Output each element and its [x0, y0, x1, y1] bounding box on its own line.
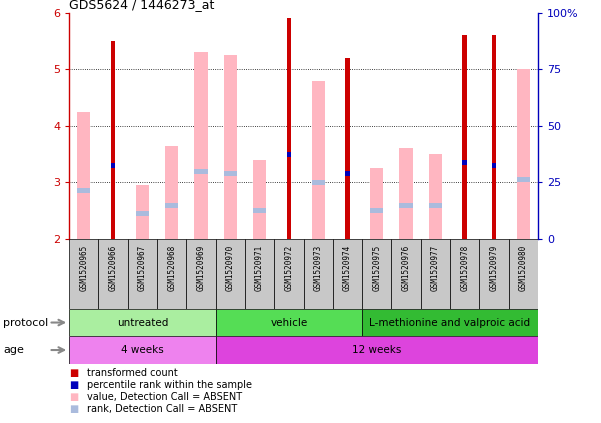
Bar — [311, 80, 325, 239]
Text: GDS5624 / 1446273_at: GDS5624 / 1446273_at — [69, 0, 215, 11]
Bar — [492, 163, 496, 168]
Text: protocol: protocol — [3, 318, 48, 327]
Text: GSM1520980: GSM1520980 — [519, 244, 528, 291]
Bar — [480, 239, 508, 309]
Bar — [391, 239, 421, 309]
Bar — [345, 171, 350, 176]
Bar — [517, 69, 530, 239]
Bar — [517, 177, 530, 182]
Text: GSM1520970: GSM1520970 — [226, 244, 235, 291]
Bar — [69, 239, 99, 309]
Bar — [216, 336, 538, 364]
Bar — [450, 239, 480, 309]
Bar — [77, 188, 90, 193]
Text: transformed count: transformed count — [87, 368, 178, 378]
Text: 4 weeks: 4 weeks — [121, 345, 163, 355]
Bar — [429, 203, 442, 208]
Bar — [311, 180, 325, 185]
Text: GSM1520966: GSM1520966 — [109, 244, 118, 291]
Bar — [69, 309, 216, 336]
Bar — [429, 154, 442, 239]
Text: GSM1520965: GSM1520965 — [79, 244, 88, 291]
Bar — [400, 148, 413, 239]
Bar — [165, 203, 178, 208]
Bar — [492, 36, 496, 239]
Text: GSM1520968: GSM1520968 — [167, 244, 176, 291]
Bar — [400, 203, 413, 208]
Bar — [462, 160, 467, 165]
Bar — [370, 168, 383, 239]
Bar — [345, 58, 350, 239]
Bar — [224, 171, 237, 176]
Text: untreated: untreated — [117, 318, 168, 327]
Text: L-methionine and valproic acid: L-methionine and valproic acid — [370, 318, 531, 327]
Bar — [111, 41, 115, 239]
Bar — [304, 239, 333, 309]
Bar — [362, 309, 538, 336]
Text: GSM1520977: GSM1520977 — [431, 244, 440, 291]
Text: GSM1520974: GSM1520974 — [343, 244, 352, 291]
Bar — [128, 239, 157, 309]
Text: GSM1520975: GSM1520975 — [372, 244, 381, 291]
Bar — [194, 52, 207, 239]
Text: GSM1520972: GSM1520972 — [284, 244, 293, 291]
Bar — [287, 151, 291, 157]
Text: GSM1520967: GSM1520967 — [138, 244, 147, 291]
Bar — [69, 336, 216, 364]
Text: GSM1520978: GSM1520978 — [460, 244, 469, 291]
Bar — [421, 239, 450, 309]
Bar — [216, 239, 245, 309]
Bar — [462, 36, 467, 239]
Text: value, Detection Call = ABSENT: value, Detection Call = ABSENT — [87, 392, 242, 402]
Bar — [99, 239, 127, 309]
Text: GSM1520976: GSM1520976 — [401, 244, 410, 291]
Text: rank, Detection Call = ABSENT: rank, Detection Call = ABSENT — [87, 404, 237, 414]
Bar — [77, 112, 90, 239]
Bar — [253, 208, 266, 213]
Bar — [194, 168, 207, 174]
Text: ■: ■ — [69, 392, 78, 402]
Bar — [287, 18, 291, 239]
Text: GSM1520973: GSM1520973 — [314, 244, 323, 291]
Bar — [370, 208, 383, 213]
Text: ■: ■ — [69, 404, 78, 414]
Text: GSM1520979: GSM1520979 — [489, 244, 498, 291]
Bar — [274, 239, 304, 309]
Bar — [508, 239, 538, 309]
Bar — [157, 239, 186, 309]
Bar — [136, 185, 149, 239]
Text: vehicle: vehicle — [270, 318, 308, 327]
Text: 12 weeks: 12 weeks — [352, 345, 401, 355]
Bar — [165, 146, 178, 239]
Bar — [111, 163, 115, 168]
Text: GSM1520971: GSM1520971 — [255, 244, 264, 291]
Bar — [224, 55, 237, 239]
Text: percentile rank within the sample: percentile rank within the sample — [87, 380, 252, 390]
Bar — [333, 239, 362, 309]
Text: age: age — [3, 345, 24, 355]
Text: ■: ■ — [69, 368, 78, 378]
Bar — [362, 239, 391, 309]
Text: ■: ■ — [69, 380, 78, 390]
Bar — [136, 211, 149, 216]
Text: GSM1520969: GSM1520969 — [197, 244, 206, 291]
Bar — [186, 239, 216, 309]
Bar — [216, 309, 362, 336]
Bar — [253, 160, 266, 239]
Bar — [245, 239, 274, 309]
